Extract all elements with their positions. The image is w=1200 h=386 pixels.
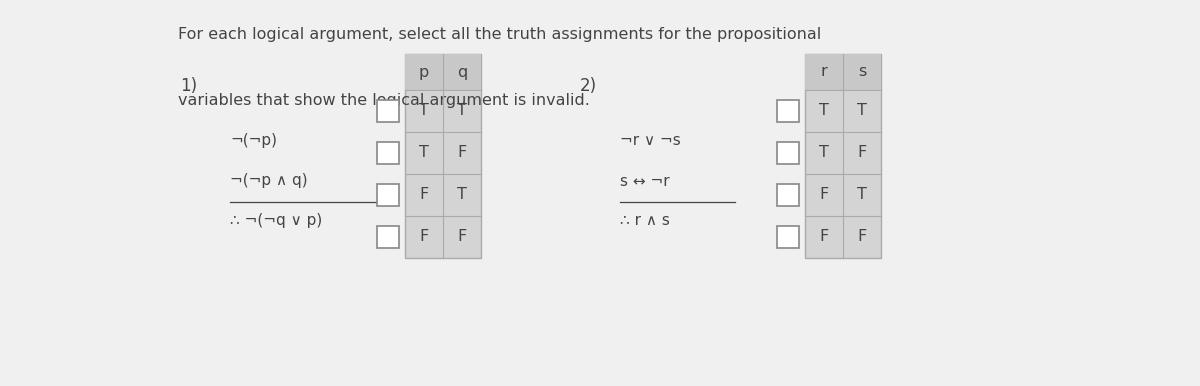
Text: q: q	[457, 64, 467, 80]
Text: T: T	[419, 103, 428, 119]
Text: F: F	[419, 188, 428, 203]
Text: T: T	[820, 103, 829, 119]
Text: variables that show the logical argument is invalid.: variables that show the logical argument…	[178, 93, 589, 108]
FancyBboxPatch shape	[805, 54, 881, 90]
Text: F: F	[820, 188, 829, 203]
Text: p: p	[419, 64, 430, 80]
Text: T: T	[419, 146, 428, 161]
Text: s ↔ ¬r: s ↔ ¬r	[620, 173, 670, 188]
Text: ¬r ∨ ¬s: ¬r ∨ ¬s	[620, 134, 680, 149]
FancyBboxPatch shape	[377, 226, 398, 248]
FancyBboxPatch shape	[778, 142, 799, 164]
FancyBboxPatch shape	[778, 184, 799, 206]
Text: s: s	[858, 64, 866, 80]
Text: T: T	[820, 146, 829, 161]
Text: T: T	[457, 188, 467, 203]
FancyBboxPatch shape	[778, 100, 799, 122]
Text: 1): 1)	[180, 77, 197, 95]
FancyBboxPatch shape	[377, 100, 398, 122]
Text: F: F	[820, 230, 829, 244]
Text: 2): 2)	[580, 77, 598, 95]
Text: T: T	[857, 188, 866, 203]
Text: ¬(¬p): ¬(¬p)	[230, 134, 277, 149]
Text: T: T	[457, 103, 467, 119]
FancyBboxPatch shape	[805, 54, 881, 258]
Text: ∴ ¬(¬q ∨ p): ∴ ¬(¬q ∨ p)	[230, 213, 323, 229]
FancyBboxPatch shape	[377, 184, 398, 206]
Text: T: T	[857, 103, 866, 119]
Text: F: F	[419, 230, 428, 244]
Text: ∴ r ∧ s: ∴ r ∧ s	[620, 213, 670, 229]
FancyBboxPatch shape	[778, 226, 799, 248]
Text: F: F	[457, 146, 467, 161]
Text: r: r	[821, 64, 827, 80]
FancyBboxPatch shape	[406, 54, 481, 258]
Text: ¬(¬p ∧ q): ¬(¬p ∧ q)	[230, 173, 307, 188]
Text: F: F	[857, 146, 866, 161]
Text: F: F	[457, 230, 467, 244]
Text: F: F	[857, 230, 866, 244]
FancyBboxPatch shape	[406, 54, 481, 90]
FancyBboxPatch shape	[377, 142, 398, 164]
Text: For each logical argument, select all the truth assignments for the propositiona: For each logical argument, select all th…	[178, 27, 821, 42]
